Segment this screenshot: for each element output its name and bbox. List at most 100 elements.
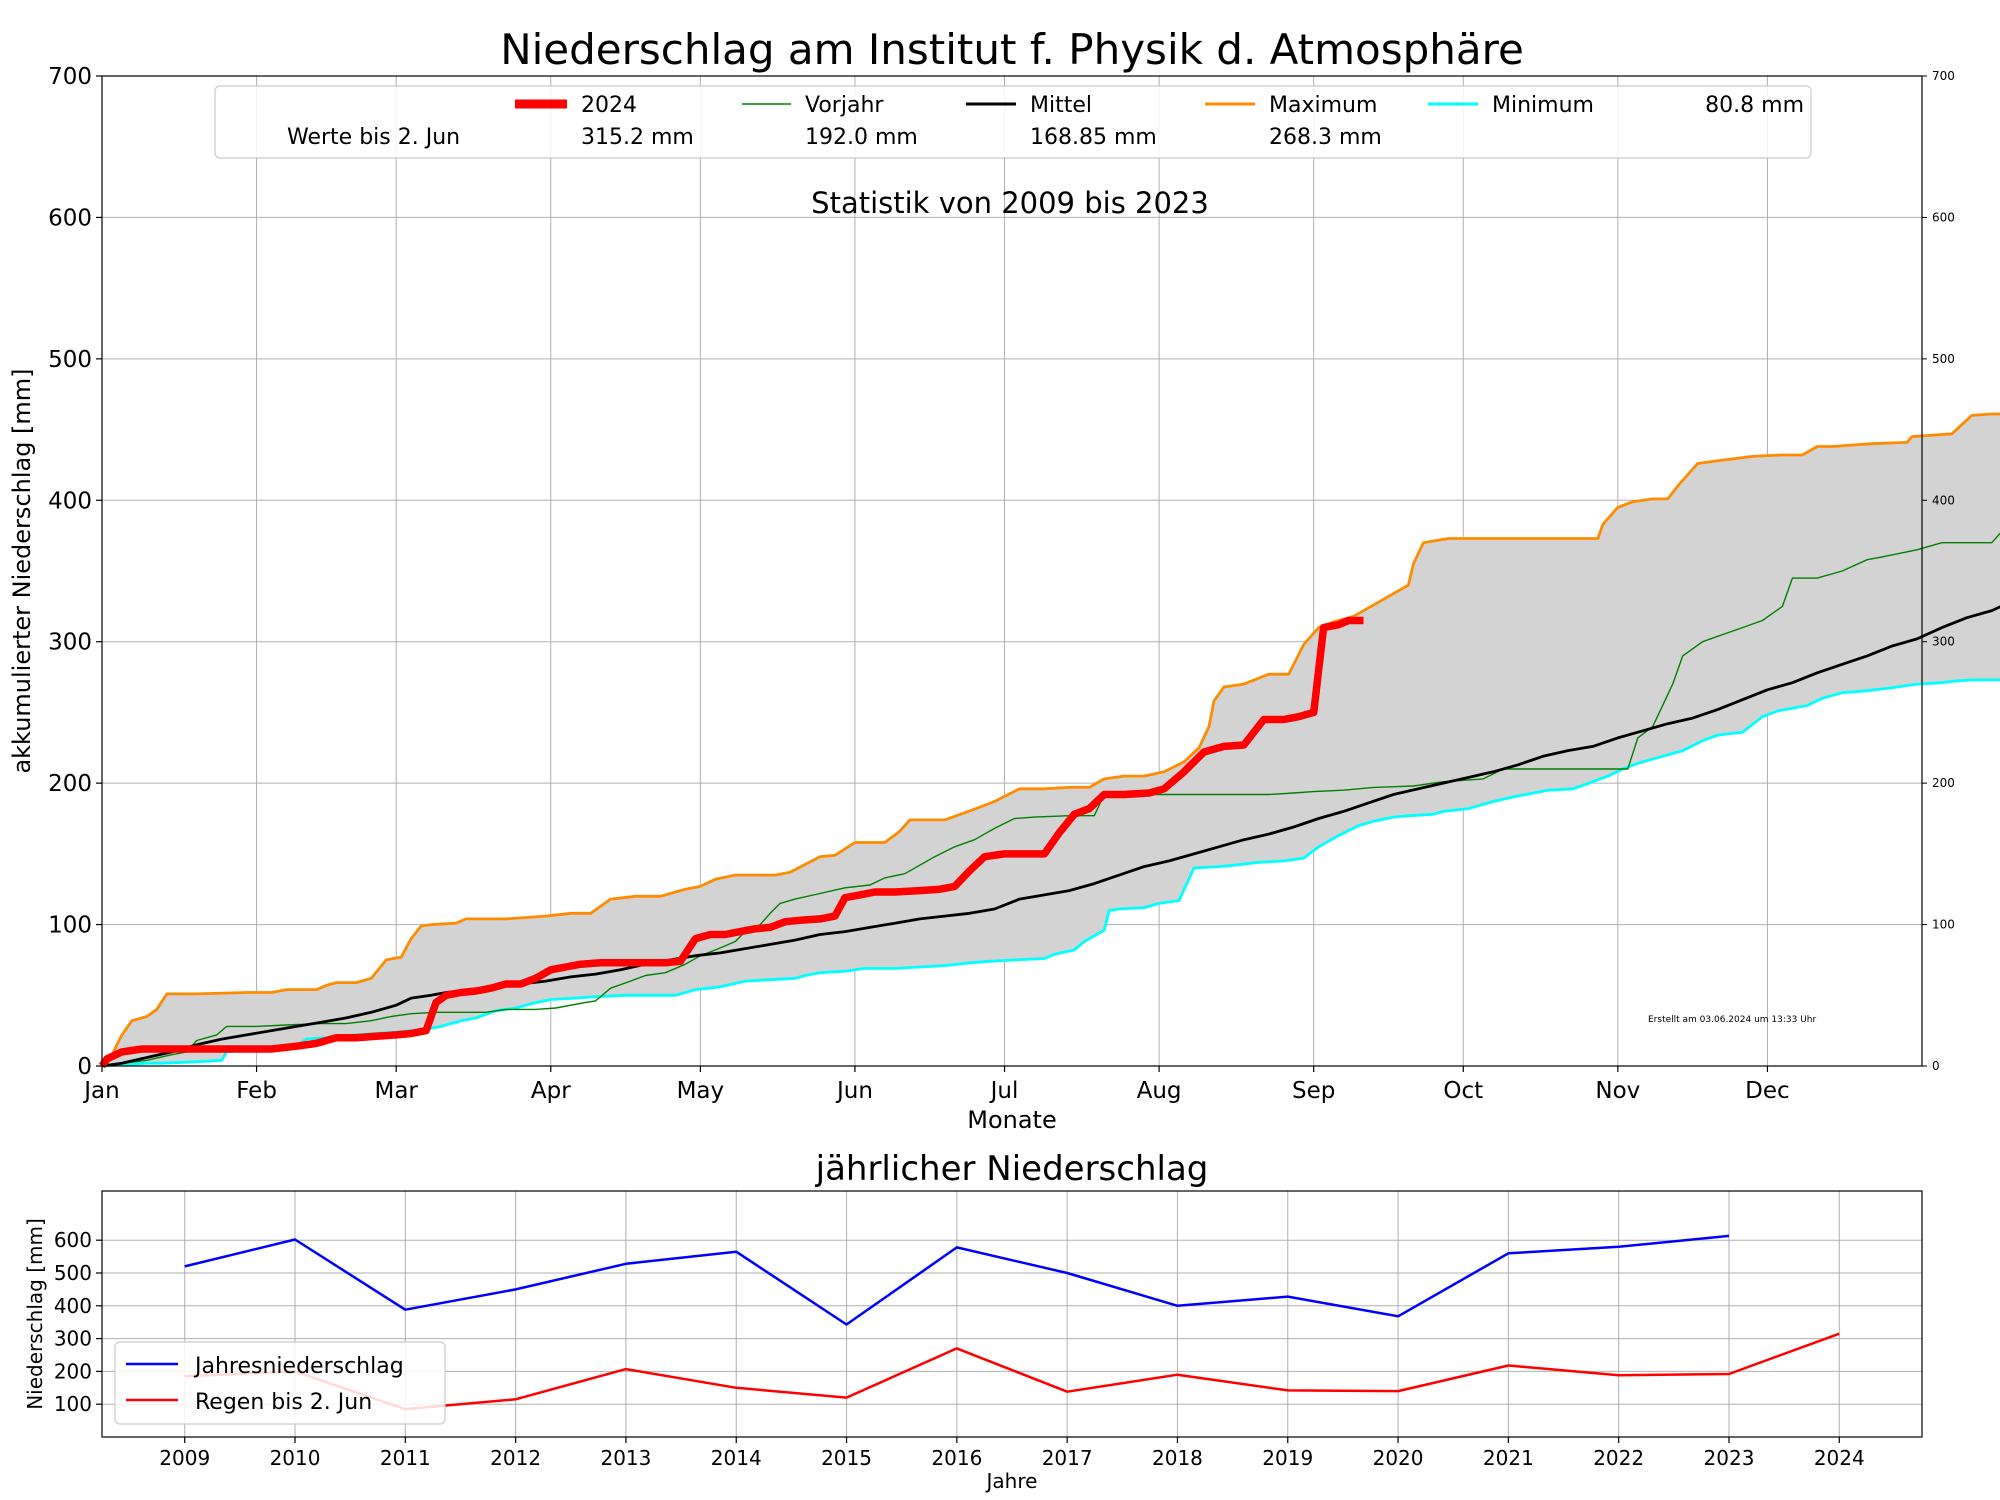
- ytick-right-label-100: 100: [1932, 918, 1955, 932]
- legend-label-regen-bis: Regen bis 2. Jun: [195, 1390, 372, 1415]
- creation-note: Erstellt am 03.06.2024 um 13:33 Uhr: [1648, 1015, 1816, 1025]
- legend-item-2024: 2024 315.2 mm: [515, 93, 694, 150]
- legend-item-mittel: Mittel 168.85 mm: [966, 93, 1157, 150]
- xtick-label-sep: Sep: [1292, 1078, 1335, 1104]
- main-subtitle: Statistik von 2009 bis 2023: [811, 186, 1209, 220]
- legend-label-2024: 2024: [581, 93, 637, 118]
- xtick-label-2011: 2011: [380, 1446, 431, 1470]
- ytick-right-label-300: 300: [1932, 635, 1955, 649]
- legend-label-minimum: Minimum: [1492, 93, 1594, 118]
- xtick-label-2010: 2010: [270, 1446, 321, 1470]
- ytick-label-annual-100: 100: [54, 1392, 92, 1416]
- legend-item-minimum: Minimum 80.8 mm: [1428, 93, 1804, 118]
- annual-legend-box: [114, 1341, 446, 1425]
- annual-series-lines: [184, 1234, 1840, 1411]
- xtick-label-2021: 2021: [1483, 1446, 1534, 1470]
- legend-value-maximum: 268.3 mm: [1269, 125, 1382, 150]
- cumulative-precipitation-plot: Jan Feb Mar Apr May Jun Jul Aug Sep Oct Nov Dec 0 10…: [48, 64, 2000, 1104]
- xtick-label-2013: 2013: [600, 1446, 651, 1470]
- legend-values-until: Werte bis 2. Jun: [287, 125, 460, 150]
- ytick-label-700: 700: [48, 64, 92, 90]
- legend-value-minimum: 80.8 mm: [1705, 93, 1804, 118]
- xtick-label-may: May: [677, 1078, 725, 1104]
- xtick-label-oct: Oct: [1443, 1078, 1483, 1104]
- xtick-label-2012: 2012: [490, 1446, 541, 1470]
- ytick-label-300: 300: [48, 630, 92, 656]
- year-axis-ticks: 2009 2010 2011 2012 2013 2014 2015 2016 2017 2018…: [159, 1437, 1865, 1470]
- ytick-right-label-400: 400: [1932, 493, 1955, 507]
- month-axis-ticks: Jan Feb Mar Apr May Jun Jul Aug Sep Oct Nov Dec: [82, 1066, 1790, 1104]
- ytick-label-annual-300: 300: [54, 1327, 92, 1351]
- xtick-label-dec: Dec: [1745, 1078, 1790, 1104]
- ytick-label-annual-600: 600: [54, 1228, 92, 1252]
- legend-value-mittel: 168.85 mm: [1030, 125, 1157, 150]
- annual-chart-title: jährlicher Niederschlag: [815, 1149, 1209, 1189]
- annual-x-axis-label: Jahre: [985, 1469, 1038, 1493]
- xtick-label-apr: Apr: [531, 1078, 571, 1104]
- ytick-label-annual-500: 500: [54, 1261, 92, 1285]
- xtick-label-feb: Feb: [236, 1078, 277, 1104]
- ytick-right-label-500: 500: [1932, 352, 1955, 366]
- legend-label-vorjahr: Vorjahr: [805, 93, 884, 118]
- legend-label-mittel: Mittel: [1030, 93, 1092, 118]
- annual-precipitation-plot: 2009 2010 2011 2012 2013 2014 2015 2016 2017 2018…: [54, 1190, 1923, 1470]
- main-plot-frame: [101, 75, 1923, 1067]
- xtick-label-jun: Jun: [835, 1078, 873, 1104]
- legend-item-maximum: Maximum 268.3 mm: [1205, 93, 1382, 150]
- legend-value-vorjahr: 192.0 mm: [805, 125, 918, 150]
- xtick-label-2009: 2009: [159, 1446, 210, 1470]
- xtick-label-2017: 2017: [1042, 1446, 1093, 1470]
- xtick-label-mar: Mar: [374, 1078, 418, 1104]
- xtick-label-2020: 2020: [1373, 1446, 1424, 1470]
- ytick-right-label-600: 600: [1932, 210, 1955, 224]
- ytick-right-label-0: 0: [1932, 1059, 1940, 1073]
- legend-label-maximum: Maximum: [1269, 93, 1377, 118]
- xtick-label-2022: 2022: [1593, 1446, 1644, 1470]
- annual-legend: Jahresniederschlag Regen bis 2. Jun: [114, 1341, 446, 1425]
- ytick-right-label-700: 700: [1932, 69, 1955, 83]
- legend-value-2024: 315.2 mm: [581, 125, 694, 150]
- annual-y-axis-ticks: 100 200 300 400 500 600: [54, 1228, 102, 1416]
- xtick-label-2015: 2015: [821, 1446, 872, 1470]
- legend-box: [214, 85, 1812, 159]
- xtick-label-2019: 2019: [1262, 1446, 1313, 1470]
- legend-item-jahresniederschlag: Jahresniederschlag: [126, 1354, 404, 1379]
- main-y-axis-label: akkumulierter Niederschlag [mm]: [8, 368, 36, 773]
- main-x-axis-label: Monate: [967, 1106, 1056, 1134]
- ytick-label-annual-200: 200: [54, 1359, 92, 1383]
- annual-y-axis-label: Niederschlag [mm]: [23, 1218, 47, 1410]
- xtick-label-2014: 2014: [711, 1446, 762, 1470]
- right-y-axis-ticks: 0 100 200 300 400 500 600 700: [1922, 69, 1955, 1073]
- series-line-jahresniederschlag: [184, 1234, 1730, 1326]
- series-line-regen-bis-2-jun: [184, 1332, 1840, 1411]
- legend-item-regen-bis: Regen bis 2. Jun: [126, 1390, 372, 1415]
- ytick-label-200: 200: [48, 771, 92, 797]
- xtick-label-jan: Jan: [82, 1078, 119, 1104]
- xtick-label-nov: Nov: [1595, 1078, 1640, 1104]
- legend-item-vorjahr: Vorjahr 192.0 mm: [742, 93, 918, 150]
- xtick-label-aug: Aug: [1137, 1078, 1182, 1104]
- ytick-label-600: 600: [48, 205, 92, 231]
- ytick-label-500: 500: [48, 347, 92, 373]
- xtick-label-2016: 2016: [931, 1446, 982, 1470]
- xtick-label-2018: 2018: [1152, 1446, 1203, 1470]
- legend-label-jahresniederschlag: Jahresniederschlag: [193, 1354, 404, 1379]
- xtick-label-2024: 2024: [1814, 1446, 1865, 1470]
- xtick-label-jul: Jul: [989, 1078, 1019, 1104]
- series-line-2024: [98, 616, 1364, 1069]
- annual-plot-frame: [101, 1190, 1923, 1438]
- min-max-band: [102, 414, 2000, 1066]
- series-line-vorjahr: [101, 532, 2000, 1067]
- main-legend: Werte bis 2. Jun 2024 315.2 mm Vorjahr 1…: [214, 85, 1812, 159]
- ytick-label-0: 0: [77, 1054, 92, 1080]
- main-chart-title: Niederschlag am Institut f. Physik d. At…: [500, 25, 1524, 74]
- series-line-minimum: [101, 678, 2000, 1068]
- ytick-label-100: 100: [48, 913, 92, 939]
- ytick-right-label-200: 200: [1932, 776, 1955, 790]
- ytick-label-annual-400: 400: [54, 1294, 92, 1318]
- main-series-lines: [98, 412, 2000, 1069]
- left-y-axis-ticks: 0 100 200 300 400 500 600 700: [48, 64, 102, 1080]
- ytick-label-400: 400: [48, 488, 92, 514]
- xtick-label-2023: 2023: [1704, 1446, 1755, 1470]
